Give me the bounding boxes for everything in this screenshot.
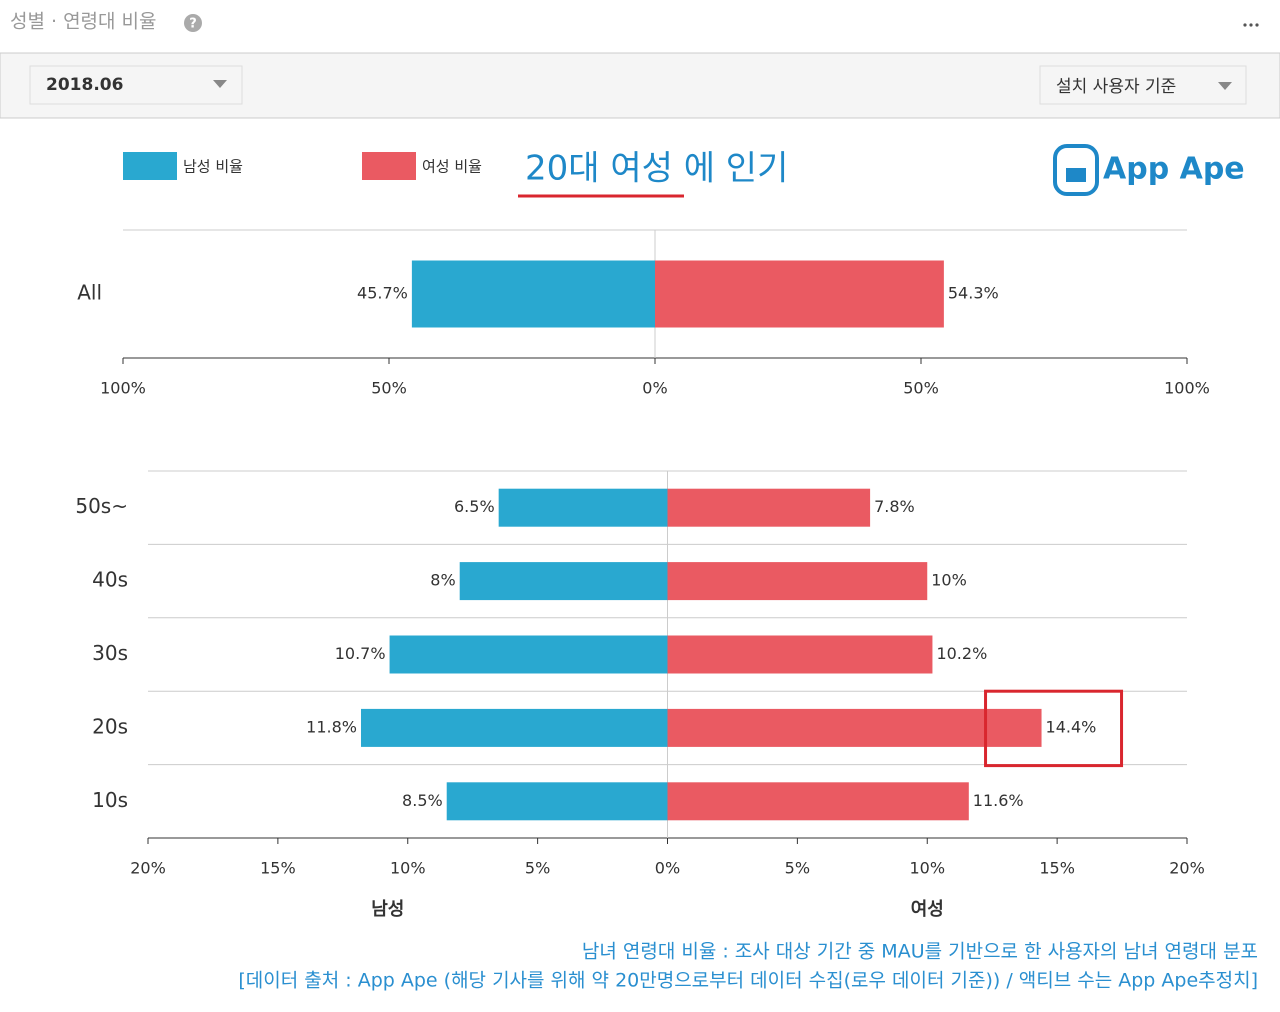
footer-note: 남녀 연령대 비율 : 조사 대상 기간 중 MAU를 기반으로 한 사용자의 …: [582, 941, 1258, 963]
legend-label: 여성 비율: [422, 158, 482, 176]
x-tick-label: 10%: [909, 859, 945, 878]
x-tick-label: 100%: [1164, 379, 1210, 398]
bar: [498, 488, 668, 527]
x-tick-label: 50%: [903, 379, 939, 398]
category-label: All: [77, 281, 102, 305]
bar: [446, 782, 668, 821]
page-title: 성별 · 연령대 비율: [10, 11, 157, 33]
basis-dropdown[interactable]: [1039, 65, 1247, 105]
value-label: 10.2%: [936, 644, 987, 663]
value-label: 11.8%: [306, 717, 357, 736]
period-value: 2018.06: [46, 75, 123, 95]
x-tick-label: 0%: [655, 859, 680, 878]
x-tick-label: 50%: [371, 379, 407, 398]
category-label: 40s: [92, 568, 128, 592]
x-tick-label: 5%: [525, 859, 550, 878]
axis-name: 여성: [911, 899, 944, 920]
basis-value: 설치 사용자 기준: [1056, 77, 1176, 97]
x-tick-label: 20%: [1169, 859, 1205, 878]
value-label: 45.7%: [357, 284, 408, 303]
logo: App Ape: [1053, 144, 1245, 196]
bar: [389, 635, 668, 674]
x-tick-label: 100%: [100, 379, 146, 398]
period-dropdown[interactable]: [29, 65, 243, 105]
bar: [459, 562, 668, 601]
category-label: 10s: [92, 788, 128, 812]
bar: [667, 782, 969, 821]
axis-name: 남성: [371, 899, 404, 920]
value-label: 14.4%: [1046, 717, 1097, 736]
x-tick-label: 5%: [785, 859, 810, 878]
x-tick-label: 15%: [260, 859, 296, 878]
value-label: 10.7%: [335, 644, 386, 663]
value-label: 6.5%: [454, 497, 495, 516]
category-label: 30s: [92, 641, 128, 665]
bar: [360, 708, 668, 747]
value-label: 8.5%: [402, 791, 443, 810]
value-label: 7.8%: [874, 497, 915, 516]
x-tick-label: 0%: [642, 379, 667, 398]
value-label: 11.6%: [973, 791, 1024, 810]
bar: [667, 488, 871, 527]
bar: [411, 260, 655, 328]
logo-text: App Ape: [1103, 152, 1245, 187]
value-label: 8%: [430, 571, 455, 590]
x-tick-label: 20%: [130, 859, 166, 878]
legend-swatch: [362, 152, 416, 180]
annotation: 20대 여성 에 인기: [525, 149, 788, 189]
category-label: 50s~: [75, 494, 128, 518]
footer-note: [데이터 출처 : App Ape (해당 기사를 위해 약 20만명으로부터 …: [238, 970, 1258, 992]
x-tick-label: 10%: [390, 859, 426, 878]
legend-swatch: [123, 152, 177, 180]
value-label: 54.3%: [948, 284, 999, 303]
bar: [655, 260, 944, 328]
dropdown-arrow: [213, 80, 227, 88]
legend-label: 남성 비율: [183, 158, 243, 176]
x-tick-label: 15%: [1039, 859, 1075, 878]
bar: [667, 635, 933, 674]
highlight-box: [984, 689, 1124, 768]
value-label: 10%: [931, 571, 967, 590]
help-icon[interactable]: [184, 14, 202, 32]
bar: [667, 562, 928, 601]
category-label: 20s: [92, 714, 128, 738]
help-icon-mark: ?: [189, 17, 197, 32]
dropdown-arrow: [1218, 82, 1232, 90]
bar: [667, 708, 1042, 747]
menu-icon[interactable]: [1243, 23, 1259, 27]
